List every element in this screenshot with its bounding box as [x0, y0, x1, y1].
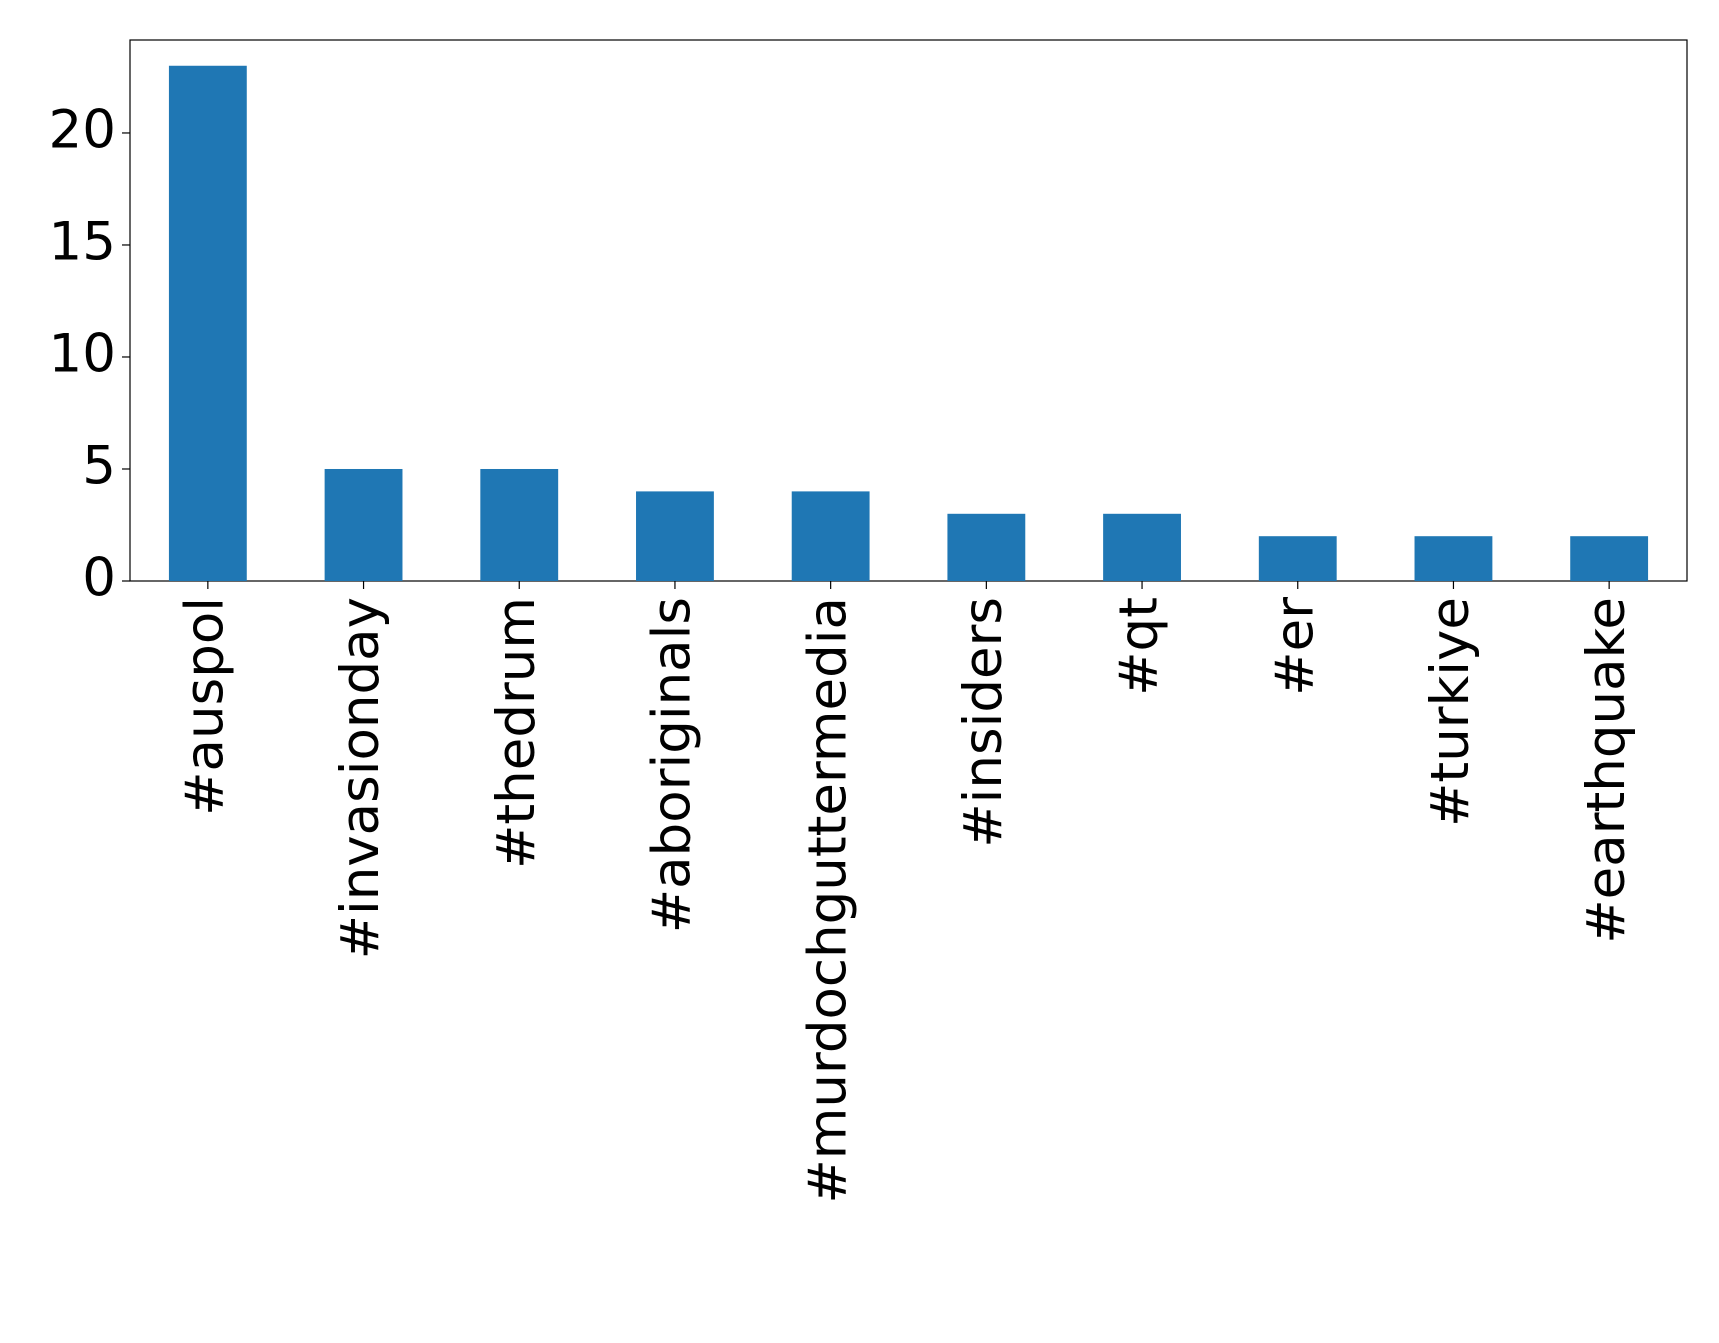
- x-tick-label: #insiders: [953, 597, 1014, 848]
- x-tick-label: #invasionday: [330, 597, 391, 959]
- bar: [1103, 513, 1181, 581]
- x-tick-label: #turkiye: [1420, 597, 1481, 827]
- y-tick-label: 10: [49, 324, 116, 385]
- bar: [1258, 536, 1337, 581]
- y-tick-label: 5: [82, 436, 116, 497]
- x-tick-label: #auspol: [174, 597, 235, 816]
- bar: [636, 491, 714, 581]
- y-tick-label: 20: [49, 100, 116, 161]
- x-tick-label: #murdochguttermedia: [797, 597, 858, 1204]
- bar: [947, 513, 1026, 581]
- x-tick-label: #er: [1264, 597, 1325, 696]
- bar: [168, 65, 247, 581]
- x-tick-label: #thedrum: [486, 597, 547, 869]
- axes-frame: [129, 39, 1688, 582]
- y-tick-label: 15: [49, 212, 116, 273]
- bar: [1570, 536, 1649, 581]
- y-tick-label: 0: [82, 548, 116, 609]
- x-tick-label: #aboriginals: [642, 597, 703, 933]
- bar: [480, 468, 559, 581]
- bar: [324, 468, 403, 581]
- bar: [1414, 536, 1493, 581]
- bar: [791, 491, 870, 581]
- x-tick-label: #qt: [1109, 597, 1170, 696]
- x-tick-label: #earthquake: [1576, 597, 1637, 944]
